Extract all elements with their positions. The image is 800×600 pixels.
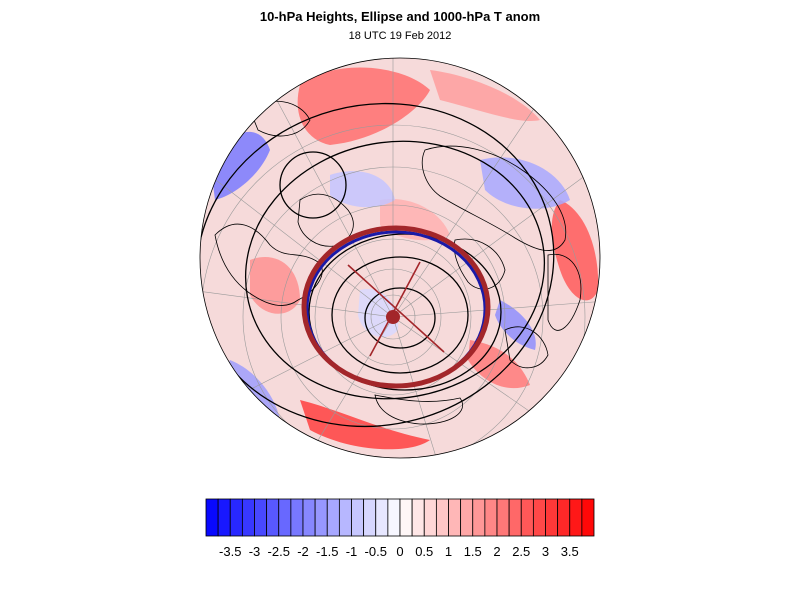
height-contour (308, 233, 502, 391)
vortex-ellipse (301, 225, 491, 389)
colorbar-box (423, 498, 437, 537)
figure-title: 10-hPa Heights, Ellipse and 1000-hPa T a… (259, 9, 541, 24)
colorbar-box (545, 498, 559, 537)
colorbar-tick-label: 1.5 (464, 544, 482, 559)
colorbar-box (508, 498, 522, 537)
colorbar-box (387, 498, 401, 537)
colorbar-tick-label: -0.5 (365, 544, 387, 559)
colorbar-box (290, 498, 304, 537)
ellipse-minor-axis (369, 261, 421, 357)
colorbar-box (472, 498, 486, 537)
warm-anomaly-patch (297, 67, 430, 145)
colorbar-box (278, 498, 292, 537)
cold-anomaly-patch (480, 157, 570, 209)
colorbar-tick-label: -1 (346, 544, 358, 559)
colorbar-box (326, 498, 340, 537)
colorbar-box (363, 498, 377, 537)
colorbar-tick-label: 3.5 (561, 544, 579, 559)
colorbar-box (266, 498, 280, 537)
warm-anomaly-patch (468, 340, 530, 389)
warm-anomaly-patch (551, 200, 599, 301)
colorbar-tick-label: 3 (542, 544, 549, 559)
map-boundary (199, 57, 601, 459)
colorbar-tick-label: -2 (297, 544, 309, 559)
colorbar-box (557, 498, 571, 537)
height-contour (364, 287, 436, 349)
colorbar-tick-label: 0 (396, 544, 403, 559)
height-contour (244, 140, 546, 400)
colorbar-box (460, 498, 474, 537)
colorbar-tick-labels: -3.5 -3 -2.5 -2 -1.5 -1 -0.5 0 0.5 1 1.5 2 2.5 3 3.5 (219, 544, 579, 559)
colorbar-boxes (205, 498, 595, 537)
ellipse-outline (301, 225, 491, 389)
colorbar-box (411, 498, 425, 537)
cold-anomaly-patch (225, 360, 280, 420)
ellipse-centroid (386, 310, 400, 324)
colorbar-box (241, 498, 255, 537)
colorbar-box (496, 498, 510, 537)
colorbar-box (217, 498, 231, 537)
height-contour (331, 256, 469, 374)
colorbar-box (569, 498, 583, 537)
colorbar-tick-label: -1.5 (316, 544, 338, 559)
colorbar-box (375, 498, 389, 537)
colorbar-box (448, 498, 462, 537)
colorbar-box (581, 498, 595, 537)
colorbar-tick-label: -3 (249, 544, 261, 559)
colorbar-box (520, 498, 534, 537)
colorbar-tick-label: 1 (445, 544, 452, 559)
colorbar-box (205, 498, 219, 537)
figure-subtitle: 18 UTC 19 Feb 2012 (348, 30, 452, 42)
colorbar-box (484, 498, 498, 537)
colorbar-box (229, 498, 243, 537)
colorbar-tick-label: -3.5 (219, 544, 241, 559)
colorbar-tick-label: -2.5 (268, 544, 290, 559)
colorbar-box (338, 498, 352, 537)
colorbar-box (314, 498, 328, 537)
colorbar-box (435, 498, 449, 537)
warm-anomaly-patch (430, 70, 540, 121)
warm-anomaly-patch (300, 400, 430, 450)
colorbar-box (302, 498, 316, 537)
colorbar-box (351, 498, 365, 537)
colorbar-box (532, 498, 546, 537)
colorbar-tick-label: 0.5 (415, 544, 433, 559)
colorbar-box (399, 498, 413, 537)
colorbar-box (254, 498, 268, 537)
colorbar-tick-label: 2.5 (512, 544, 530, 559)
height-contour (279, 151, 347, 219)
colorbar-tick-label: 2 (493, 544, 500, 559)
